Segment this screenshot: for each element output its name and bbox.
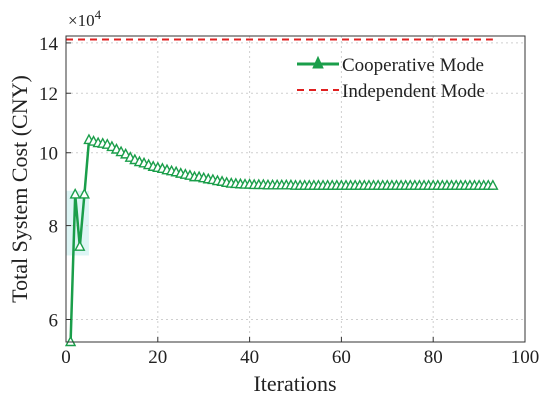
x-tick-label: 20 bbox=[148, 347, 167, 368]
grid bbox=[66, 36, 525, 342]
series-cooperative-point bbox=[69, 187, 81, 199]
y-tick-label: 12 bbox=[39, 84, 58, 105]
y-multiplier-label: ×104 bbox=[68, 7, 102, 30]
series-cooperative-point bbox=[74, 240, 86, 251]
series-layer bbox=[64, 38, 499, 347]
x-tick-label: 40 bbox=[240, 347, 259, 368]
series-cooperative-point bbox=[64, 335, 77, 347]
x-tick-label: 0 bbox=[61, 347, 71, 368]
y-tick-label: 10 bbox=[39, 144, 58, 165]
series-cooperative-point bbox=[78, 187, 91, 199]
legend-cooperative-marker bbox=[312, 55, 324, 69]
x-axis-label: Iterations bbox=[253, 371, 336, 396]
x-tick-label: 100 bbox=[511, 347, 540, 368]
legend: Cooperative Mode Independent Mode bbox=[297, 55, 485, 102]
y-multiplier-exponent: 4 bbox=[95, 7, 102, 22]
series-cooperative-point bbox=[487, 179, 499, 190]
plot-frame bbox=[65, 35, 526, 343]
y-tick-label: 8 bbox=[49, 217, 59, 238]
x-tick-label: 60 bbox=[332, 347, 351, 368]
legend-cooperative-label: Cooperative Mode bbox=[342, 55, 484, 76]
y-tick-label: 6 bbox=[49, 310, 59, 331]
y-tick-label: 14 bbox=[39, 34, 59, 55]
legend-independent-label: Independent Mode bbox=[342, 81, 485, 102]
x-tick-label: 80 bbox=[424, 347, 443, 368]
y-axis-label: Total System Cost (CNY) bbox=[7, 75, 32, 303]
ticks: 0 20 40 60 80 100 6 8 10 12 14 bbox=[39, 34, 539, 368]
y-multiplier-base: ×10 bbox=[68, 11, 95, 30]
